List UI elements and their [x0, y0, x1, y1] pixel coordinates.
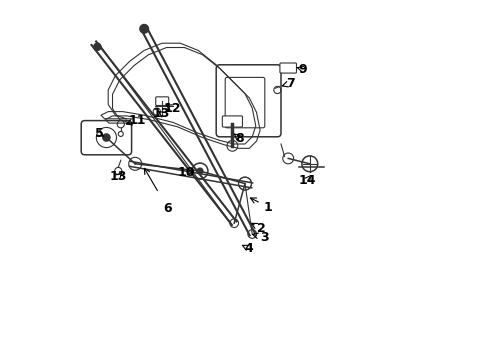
Circle shape [227, 140, 238, 151]
FancyBboxPatch shape [156, 97, 169, 105]
Text: 5: 5 [95, 127, 103, 140]
Text: 9: 9 [298, 63, 307, 76]
Text: 6: 6 [163, 202, 172, 215]
Text: 14: 14 [298, 174, 316, 186]
FancyBboxPatch shape [225, 77, 265, 128]
Text: 13: 13 [110, 170, 127, 183]
FancyBboxPatch shape [222, 116, 243, 127]
Circle shape [140, 24, 148, 33]
Text: 12: 12 [164, 102, 181, 114]
Circle shape [103, 134, 110, 141]
Circle shape [153, 108, 160, 115]
Text: 4: 4 [244, 242, 253, 255]
Text: 7: 7 [286, 77, 294, 90]
Text: 11: 11 [128, 114, 146, 127]
Text: 2: 2 [257, 222, 266, 235]
Text: 10: 10 [178, 166, 196, 179]
FancyBboxPatch shape [81, 121, 132, 155]
Circle shape [94, 43, 101, 50]
Circle shape [197, 168, 203, 174]
Text: 13: 13 [153, 107, 170, 120]
Text: 8: 8 [235, 132, 244, 145]
Circle shape [115, 167, 122, 175]
Text: 1: 1 [264, 201, 273, 213]
FancyBboxPatch shape [216, 65, 281, 137]
FancyBboxPatch shape [280, 63, 296, 73]
Text: 3: 3 [261, 231, 269, 244]
